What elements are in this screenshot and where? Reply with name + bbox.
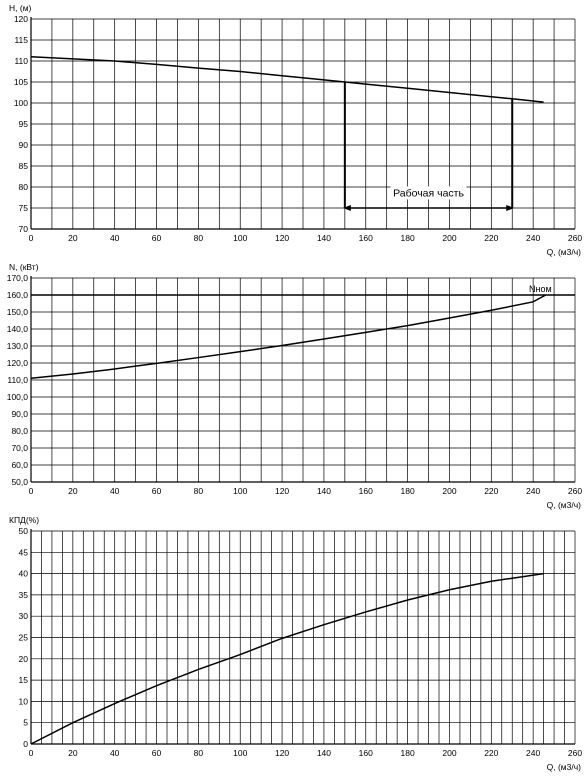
y-tick-label: 75 [19,203,29,213]
x-tick-label: 200 [442,486,456,496]
y-tick-label: 5 [23,718,28,728]
x-tick-label: 120 [275,748,289,758]
x-tick-label: 40 [110,486,120,496]
x-tick-label: 60 [152,748,162,758]
x-tick-label: 140 [317,486,331,496]
x-tick-label: 20 [68,748,78,758]
x-tick-label: 60 [152,233,162,243]
y-tick-label: 100,0 [7,392,29,402]
y-tick-label: 160,0 [7,290,29,300]
x-axis-label: Q, (м3/ч) [547,762,582,772]
x-tick-label: 260 [568,486,582,496]
x-tick-label: 220 [484,233,498,243]
y-tick-label: 130,0 [7,341,29,351]
x-tick-label: 180 [401,748,415,758]
y-tick-label: 70,0 [11,443,28,453]
y-tick-label: 30 [19,611,29,621]
y-tick-label: 120 [14,14,28,24]
x-tick-label: 140 [317,233,331,243]
y-tick-label: 115 [14,35,28,45]
y-tick-label: 70 [19,224,29,234]
x-tick-label: 120 [275,486,289,496]
working-range-label-background [390,186,467,200]
y-axis-label: N, (кВт) [9,262,39,272]
y-tick-label: 100 [14,98,28,108]
y-tick-label: 15 [19,675,29,685]
y-tick-label: 50 [19,526,29,536]
x-tick-label: 40 [110,233,120,243]
x-tick-label: 80 [194,748,204,758]
x-tick-label: 0 [29,748,34,758]
x-tick-label: 120 [275,233,289,243]
x-tick-label: 0 [29,486,34,496]
y-tick-label: 45 [19,547,29,557]
x-tick-label: 40 [110,748,120,758]
x-tick-label: 100 [233,486,247,496]
efficiency-chart: 0 5 10 15 20 25 30 35 40 45 50 0 20 40 60 80 100 120 140 16… [9,515,582,772]
y-tick-label: 25 [19,633,29,643]
power-chart: 50,0 60,0 70,0 80,0 90,0 100,0 110,0 120,0 130,0… [7,262,583,510]
x-tick-label: 260 [568,233,582,243]
y-tick-label: 0 [23,739,28,749]
y-tick-label: 80 [19,182,29,192]
x-tick-label: 80 [194,233,204,243]
y-tick-label: 150,0 [7,307,29,317]
x-tick-label: 140 [317,748,331,758]
y-tick-label: 85 [19,161,29,171]
y-tick-label: 90 [19,140,29,150]
x-tick-label: 160 [359,748,373,758]
y-axis-label: КПД(%) [9,515,39,525]
y-tick-label: 170,0 [7,273,29,283]
x-tick-label: 240 [526,748,540,758]
x-tick-label: 220 [484,748,498,758]
x-tick-label: 80 [194,486,204,496]
x-tick-label: 200 [442,233,456,243]
y-tick-label: 105 [14,77,28,87]
nominal-power-label: Nном [529,284,552,294]
y-tick-label: 50,0 [11,477,28,487]
y-tick-label: 80,0 [11,426,28,436]
x-tick-label: 260 [568,748,582,758]
y-tick-label: 110,0 [7,375,28,385]
x-tick-label: 60 [152,486,162,496]
y-tick-label: 20 [19,654,29,664]
working-range-label: Рабочая часть [393,187,464,199]
x-tick-label: 160 [359,486,373,496]
y-tick-label: 35 [19,590,29,600]
x-tick-label: 240 [526,486,540,496]
y-tick-label: 110 [14,56,28,66]
x-tick-label: 160 [359,233,373,243]
efficiency-curve [30,572,544,745]
head-curve [30,56,544,103]
x-tick-label: 0 [29,233,34,243]
y-tick-label: 95 [19,119,29,129]
x-tick-label: 180 [401,233,415,243]
y-tick-label: 140,0 [7,324,29,334]
y-tick-label: 120,0 [7,358,29,368]
x-tick-label: 100 [233,748,247,758]
y-tick-label: 60,0 [11,460,28,470]
x-tick-label: 240 [526,233,540,243]
head-chart: 70 75 80 85 90 95 100 105 110 115 120 0 20 40 60 80 100 1… [9,3,582,257]
x-axis-label: Q, (м3/ч) [547,247,582,257]
x-tick-label: 220 [484,486,498,496]
y-tick-label: 90,0 [11,409,28,419]
y-axis-label: H, (м) [9,3,32,13]
x-tick-label: 20 [68,486,78,496]
x-tick-label: 200 [442,748,456,758]
x-tick-label: 20 [68,233,78,243]
y-tick-label: 10 [19,696,29,706]
x-axis-label: Q, (м3/ч) [547,500,582,510]
x-tick-label: 100 [233,233,247,243]
x-tick-label: 180 [401,486,415,496]
power-curve [30,294,547,380]
y-tick-label: 40 [19,569,29,579]
